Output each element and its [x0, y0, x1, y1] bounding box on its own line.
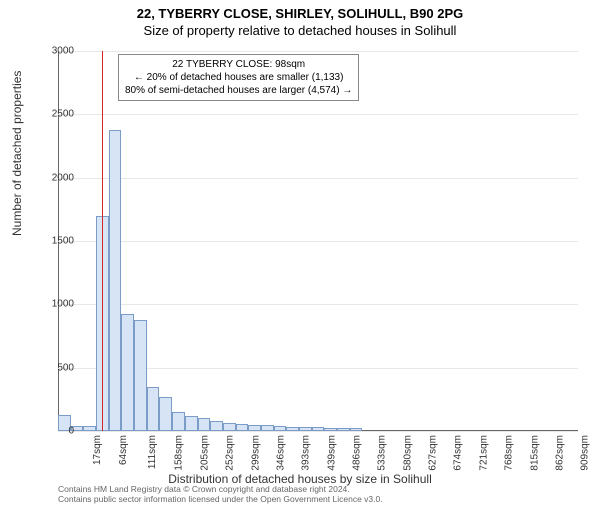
x-tick-label: 158sqm	[174, 435, 185, 471]
footnote: Contains HM Land Registry data © Crown c…	[58, 484, 383, 504]
histogram-bar	[223, 423, 236, 431]
x-tick-label: 439sqm	[326, 435, 337, 471]
footnote-line1: Contains HM Land Registry data © Crown c…	[58, 484, 383, 494]
histogram-bar	[350, 428, 363, 431]
histogram-bar	[248, 425, 261, 431]
y-tick-label: 3000	[52, 46, 74, 57]
histogram-bar	[324, 428, 337, 431]
histogram-bar	[159, 397, 172, 431]
histogram-bar	[134, 320, 147, 431]
histogram-bar	[274, 426, 287, 431]
y-tick-label: 500	[57, 362, 74, 373]
histogram-bar	[286, 427, 299, 431]
y-tick-label: 1500	[52, 236, 74, 247]
x-tick-label: 393sqm	[301, 435, 312, 471]
x-tick-label: 627sqm	[428, 435, 439, 471]
x-tick-label: 533sqm	[377, 435, 388, 471]
x-tick-label: 17sqm	[92, 435, 103, 465]
gridline	[58, 241, 578, 242]
histogram-bar	[121, 314, 134, 431]
gridline	[58, 304, 578, 305]
histogram-bar	[210, 421, 223, 431]
gridline	[58, 178, 578, 179]
x-tick-label: 299sqm	[250, 435, 261, 471]
histogram-bar	[299, 427, 312, 431]
histogram-bar	[261, 425, 274, 431]
histogram-bar	[147, 387, 160, 431]
x-tick-label: 252sqm	[225, 435, 236, 471]
histogram-bar	[198, 418, 211, 431]
x-tick-label: 815sqm	[529, 435, 540, 471]
y-tick-label: 0	[68, 426, 74, 437]
x-tick-label: 486sqm	[352, 435, 363, 471]
page-title-line1: 22, TYBERRY CLOSE, SHIRLEY, SOLIHULL, B9…	[0, 6, 600, 21]
x-tick-label: 909sqm	[580, 435, 591, 471]
histogram-bar	[109, 130, 122, 431]
y-tick-label: 2500	[52, 109, 74, 120]
histogram-bar	[172, 412, 185, 431]
histogram-bar	[185, 416, 198, 431]
x-tick-label: 862sqm	[555, 435, 566, 471]
property-marker-line	[102, 51, 104, 431]
histogram-bar	[236, 424, 249, 431]
page-title-line2: Size of property relative to detached ho…	[0, 23, 600, 38]
y-axis-label: Number of detached properties	[10, 71, 24, 236]
histogram-bar	[83, 426, 96, 431]
x-tick-label: 721sqm	[478, 435, 489, 471]
y-tick-label: 1000	[52, 299, 74, 310]
x-tick-label: 205sqm	[199, 435, 210, 471]
x-tick-label: 674sqm	[453, 435, 464, 471]
gridline	[58, 431, 578, 432]
x-tick-label: 346sqm	[275, 435, 286, 471]
x-tick-label: 64sqm	[118, 435, 129, 465]
plot-area	[58, 51, 578, 431]
gridline	[58, 114, 578, 115]
histogram-bar	[312, 427, 325, 431]
histogram-chart	[58, 51, 578, 431]
x-tick-label: 768sqm	[504, 435, 515, 471]
footnote-line2: Contains public sector information licen…	[58, 494, 383, 504]
gridline	[58, 51, 578, 52]
histogram-bar	[337, 428, 350, 431]
x-tick-label: 111sqm	[147, 435, 158, 469]
y-tick-label: 2000	[52, 172, 74, 183]
x-tick-label: 580sqm	[402, 435, 413, 471]
